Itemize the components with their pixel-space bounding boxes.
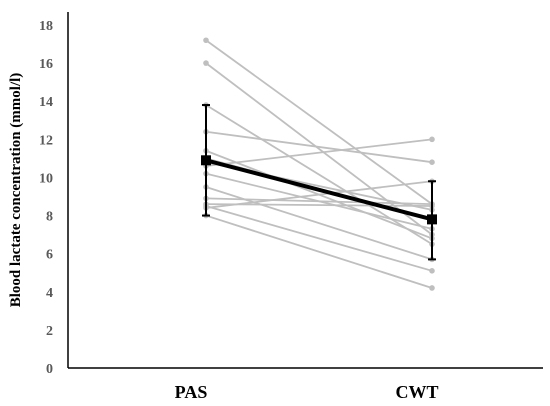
individual-point	[429, 159, 435, 165]
individual-point	[203, 37, 209, 44]
individual-point	[203, 60, 209, 66]
individual-line	[205, 203, 433, 207]
axes	[67, 12, 543, 369]
y-tick-label: 6	[46, 248, 53, 263]
y-axis-title: Blood lactate concentration (mmol/l)	[8, 73, 24, 308]
individual-series-group	[203, 37, 435, 291]
individual-line	[205, 130, 433, 164]
mean-point	[201, 155, 211, 166]
y-tick-label: 12	[39, 133, 53, 148]
individual-line	[205, 180, 433, 209]
individual-series	[203, 203, 435, 274]
individual-line	[205, 197, 433, 206]
individual-line	[205, 104, 433, 245]
x-category-label: PAS	[175, 382, 208, 402]
x-axis-labels: PAS CWT	[175, 382, 439, 402]
y-tick-label: 4	[46, 286, 53, 301]
individual-line	[205, 39, 433, 205]
y-tick-label: 0	[46, 362, 53, 377]
y-tick-label: 2	[46, 324, 53, 339]
y-tick-label: 10	[39, 171, 53, 186]
y-tick-label: 14	[39, 95, 53, 110]
x-category-label: CWT	[395, 382, 438, 402]
y-tick-label: 8	[46, 210, 53, 225]
y-axis-ticks: 0 2 4 6 8 10 12 14 16 18	[39, 19, 53, 377]
individual-line	[205, 138, 433, 167]
y-tick-label: 16	[39, 57, 53, 72]
individual-line	[205, 214, 433, 289]
individual-line	[205, 205, 433, 272]
mean-series-group	[201, 104, 437, 261]
individual-point	[429, 268, 435, 274]
mean-point	[427, 214, 437, 225]
individual-series	[203, 184, 435, 263]
y-tick-label: 18	[39, 19, 53, 34]
individual-series	[203, 128, 435, 165]
mean-line	[205, 158, 433, 222]
individual-point	[429, 136, 435, 143]
individual-point	[429, 285, 435, 291]
